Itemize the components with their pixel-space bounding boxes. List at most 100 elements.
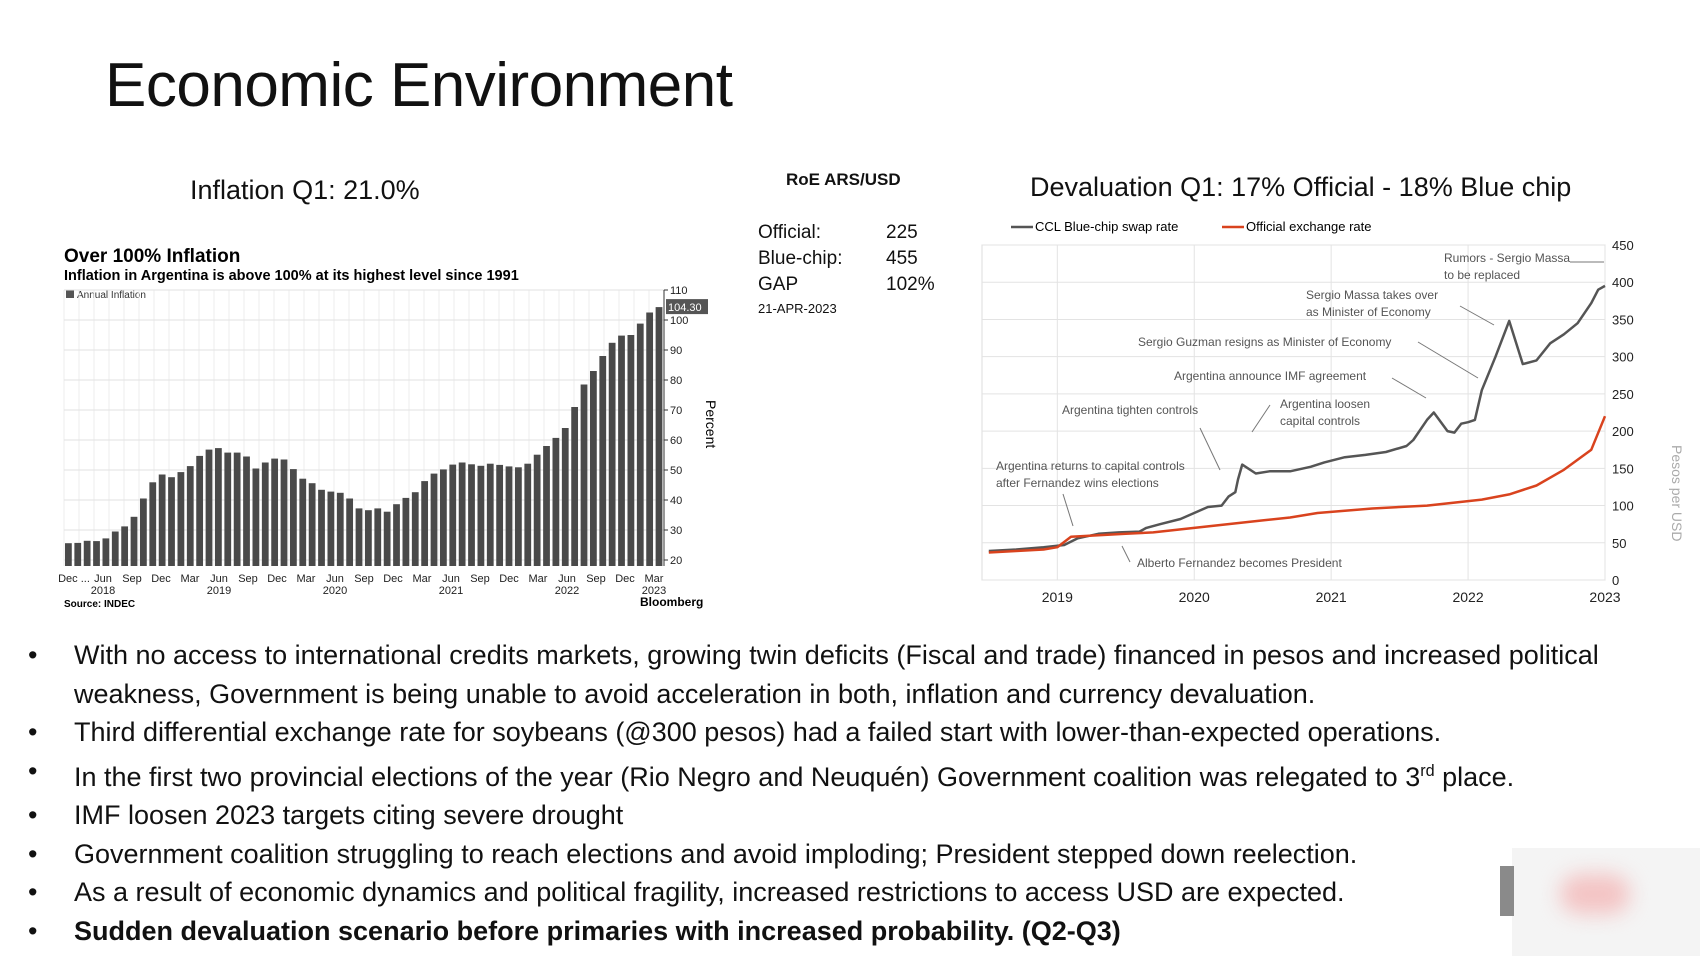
annotation-returns-2: after Fernandez wins elections: [996, 476, 1159, 490]
page-title: Economic Environment: [105, 51, 733, 120]
annotation-fernandez: Alberto Fernandez becomes President: [1137, 556, 1342, 570]
annotation-loosen-2: capital controls: [1280, 414, 1360, 428]
roe-value: 225: [886, 222, 918, 243]
bullet-text: Third differential exchange rate for soy…: [74, 717, 1442, 747]
y-tick-label: 0: [1612, 573, 1619, 588]
inflation-y-ticks: 20 30 40 50 60 70 80 90 100 110 104.30: [663, 285, 708, 567]
bullet-symbol: •: [28, 800, 38, 830]
series-line: [988, 415, 1607, 554]
arrow: [1251, 404, 1271, 433]
y-tick-label: 60: [670, 435, 682, 447]
annotation-loosen: Argentina loosen: [1280, 397, 1370, 411]
annotation-arrows: [1062, 261, 1604, 563]
x-year-label: 2021: [439, 585, 463, 597]
bullet-symbol: •: [28, 640, 38, 670]
inflation-bar: [561, 428, 569, 566]
bullet-text: In the first two provincial elections of…: [74, 761, 1515, 792]
x-tick-label: Jun: [210, 573, 228, 585]
last-value-label: 104.30: [668, 302, 702, 314]
inflation-bar: [505, 466, 513, 566]
y-tick-label: 150: [1612, 461, 1634, 476]
bullet-symbol: •: [28, 838, 38, 869]
inflation-y-label: Percent: [703, 400, 719, 448]
y-tick-label: 100: [1612, 499, 1634, 514]
inflation-bar: [374, 508, 382, 566]
annotation-rumors-2: to be replaced: [1444, 268, 1520, 282]
inflation-bar: [543, 446, 550, 566]
inflation-bar: [149, 482, 157, 566]
x-tick-label: Mar: [413, 573, 432, 585]
inflation-bar: [599, 356, 607, 566]
x-year-label: 2019: [207, 585, 231, 597]
inflation-chart-subtitle: Inflation in Argentina is above 100% at …: [64, 268, 519, 284]
inflation-bar: [393, 504, 400, 566]
x-year-label: 2020: [323, 585, 347, 597]
roe-date: 21-APR-2023: [758, 301, 837, 316]
bullet-item: • As a result of economic dynamics and po…: [22, 873, 1692, 912]
y-tick-label: 200: [1612, 424, 1634, 439]
inflation-bar: [440, 469, 447, 566]
inflation-bar: [449, 464, 457, 566]
x-tick-label: Sep: [586, 573, 606, 585]
y-tick-label: 40: [670, 495, 682, 507]
inflation-bar: [215, 448, 222, 566]
annotation-returns: Argentina returns to capital controls: [996, 459, 1185, 473]
dev-legend-ccl: CCL Blue-chip swap rate: [1035, 219, 1178, 234]
x-tick-label: 2021: [1316, 589, 1347, 605]
devaluation-y-ticks: 0 50 100 150 200 250 300 350 400 450: [1612, 238, 1634, 588]
inflation-bar: [243, 456, 250, 566]
bullet-symbol: •: [28, 877, 38, 907]
inflation-bar: [327, 491, 335, 566]
y-tick-label: 50: [670, 465, 682, 477]
inflation-bar: [421, 481, 429, 566]
annotation-imf: Argentina announce IMF agreement: [1174, 369, 1367, 383]
inflation-bar: [186, 466, 194, 566]
inflation-source: Source: INDEC: [64, 599, 135, 610]
inflation-bar: [646, 312, 654, 566]
inflation-bar: [402, 497, 410, 566]
y-tick-label: 90: [670, 345, 682, 357]
y-tick-label: 350: [1612, 312, 1634, 327]
inflation-bar: [608, 342, 616, 566]
x-tick-label: Jun: [442, 573, 460, 585]
inflation-bar: [196, 455, 204, 566]
overlay-blob: [1560, 874, 1630, 914]
x-tick-label: Dec: [267, 573, 287, 585]
inflation-bar: [205, 449, 213, 566]
inflation-bar: [271, 458, 279, 566]
inflation-bar: [515, 467, 522, 566]
inflation-bar: [102, 538, 110, 566]
x-tick-label: 2022: [1452, 589, 1483, 605]
devaluation-grid: [981, 244, 1606, 581]
x-tick-label: Sep: [238, 573, 258, 585]
x-tick-label: Jun: [558, 573, 576, 585]
inflation-bar: [383, 511, 391, 566]
roe-row-official: Official: 225: [758, 220, 935, 246]
bullet-item: • Government coalition struggling to reac…: [22, 835, 1692, 874]
inflation-bar: [158, 474, 166, 566]
inflation-bar: [477, 465, 485, 566]
devaluation-x-ticks: 2019 2020 2021 2022 2023: [1042, 589, 1621, 605]
roe-panel: Official: 225 Blue-chip: 455 GAP 102% 21…: [758, 220, 935, 322]
video-overlay: [1500, 848, 1700, 956]
roe-label: Blue-chip:: [758, 248, 843, 269]
x-tick-label: Dec: [151, 573, 171, 585]
x-tick-label: Mar: [297, 573, 316, 585]
x-tick-label: 2020: [1179, 589, 1210, 605]
inflation-bar: [224, 452, 232, 566]
inflation-bar: [346, 498, 354, 566]
x-year-label: 2022: [555, 585, 579, 597]
devaluation-y-label: Pesos per USD: [1669, 445, 1685, 541]
inflation-bar: [261, 462, 269, 566]
series-line: [988, 284, 1606, 553]
inflation-bar: [365, 510, 372, 566]
x-tick-label: Sep: [354, 573, 374, 585]
annotation-massa-2: as Minister of Economy: [1306, 305, 1431, 319]
devaluation-heading: Devaluation Q1: 17% Official - 18% Blue …: [1030, 172, 1572, 202]
x-tick-label: 2019: [1042, 589, 1073, 605]
roe-row-gap: GAP 102%: [758, 272, 935, 298]
inflation-bar: [524, 463, 532, 566]
legend-swatch: [66, 290, 74, 298]
